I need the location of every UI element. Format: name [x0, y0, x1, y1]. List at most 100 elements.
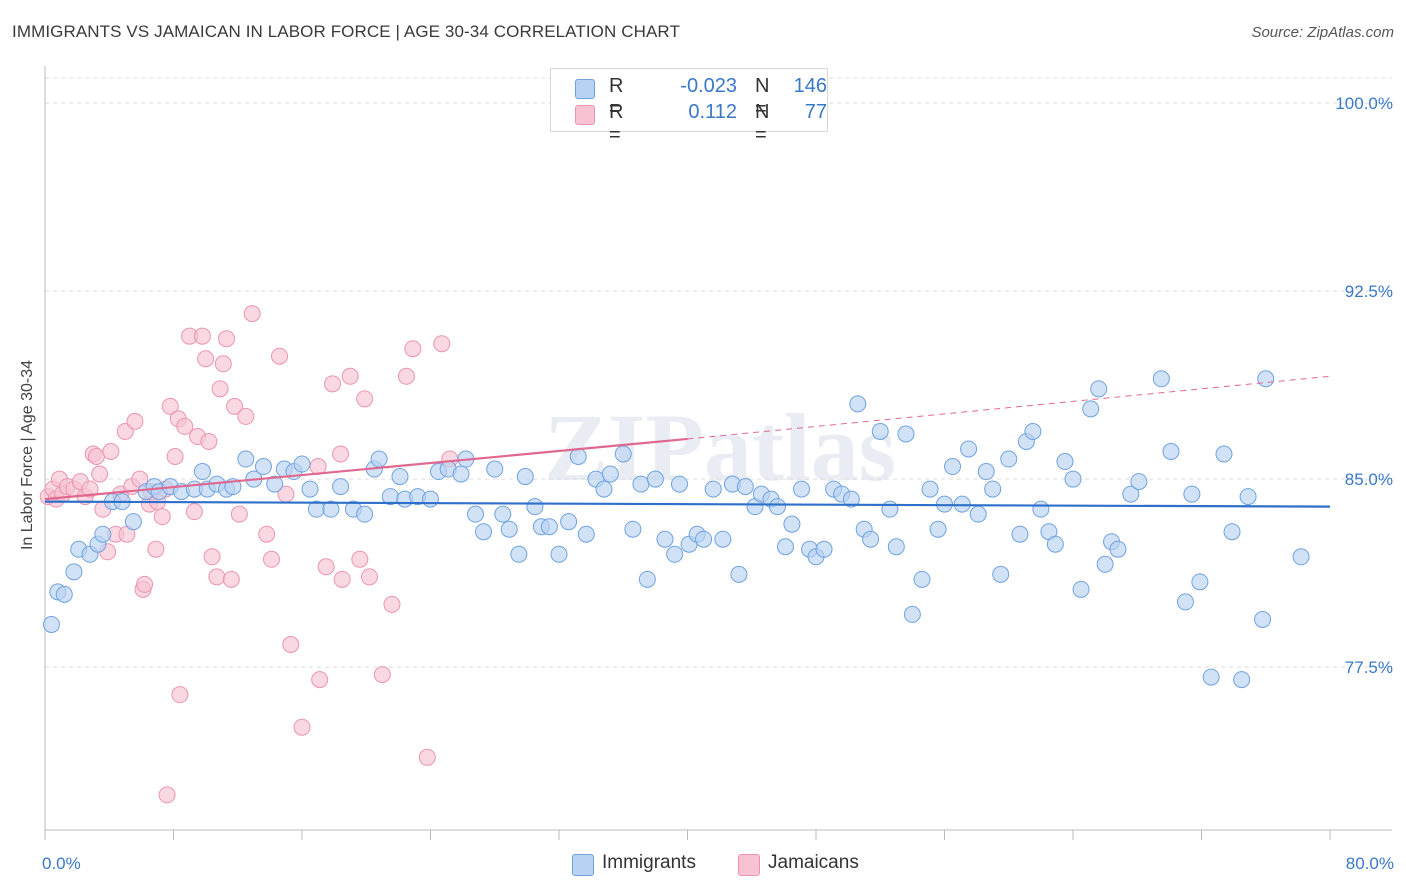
immigrants-point [992, 565, 1010, 583]
r-label: R = [609, 75, 624, 120]
jamaicans-trend-line [44, 437, 688, 501]
y-tick-label: 85.0% [1345, 470, 1393, 489]
jamaicans-points [39, 305, 459, 804]
immigrants-point [1191, 573, 1209, 591]
immigrants-point [862, 530, 880, 548]
immigrants-point [1215, 445, 1233, 463]
jamaicans-point [360, 568, 378, 586]
x-tick-label: 80.0% [1346, 854, 1394, 873]
immigrants-point [1292, 548, 1310, 566]
immigrants-point [475, 523, 493, 541]
immigrants-point [601, 465, 619, 483]
immigrants-points [42, 370, 1310, 689]
immigrants-swatch [572, 854, 594, 876]
jamaicans-point [200, 432, 218, 450]
immigrants-point [714, 530, 732, 548]
immigrants-point [960, 440, 978, 458]
series-legend: Immigrants Jamaicans [0, 852, 1406, 878]
immigrants-point [977, 463, 995, 481]
immigrants-point [577, 525, 595, 543]
immigrants-point [768, 498, 786, 516]
immigrants-point [466, 505, 484, 523]
immigrants-point [913, 570, 931, 588]
jamaicans-point [185, 503, 203, 521]
immigrants-point [1090, 380, 1108, 398]
jamaicans-point [211, 380, 229, 398]
immigrants-point [516, 468, 534, 486]
jamaicans-point [218, 330, 236, 348]
immigrants-point [494, 505, 512, 523]
immigrants-point [1130, 473, 1148, 491]
jamaicans-point [222, 570, 240, 588]
source-label: Source: ZipAtlas.com [1251, 24, 1394, 41]
jamaicans-point [147, 540, 165, 558]
immigrants-point [1064, 470, 1082, 488]
x-tick-label: 0.0% [42, 854, 81, 873]
jamaicans-point [171, 686, 189, 704]
immigrants-point [903, 605, 921, 623]
jamaicans-point [311, 671, 329, 689]
immigrants-point [356, 505, 374, 523]
immigrants-swatch [575, 79, 595, 99]
jamaicans-trend-extension [687, 375, 1331, 440]
immigrants-point [783, 515, 801, 533]
immigrants-point [526, 498, 544, 516]
immigrants-point [569, 448, 587, 466]
jamaicans-point [87, 448, 105, 466]
immigrants-point [1183, 485, 1201, 503]
tick-labels: 77.5% 85.0% 92.5% 100.0% 0.0% 80.0% [42, 94, 1394, 873]
immigrants-point [670, 475, 688, 493]
jamaicans-point [153, 508, 171, 526]
jamaicans-point [317, 558, 335, 576]
immigrants-point [1072, 580, 1090, 598]
immigrants-point [1239, 488, 1257, 506]
immigrants-point [486, 460, 504, 478]
immigrants-point [736, 478, 754, 496]
immigrants-point [614, 445, 632, 463]
jamaicans-point [193, 327, 211, 345]
immigrants-point [1223, 523, 1241, 541]
jamaicans-point [197, 350, 215, 368]
chart-title: IMMIGRANTS VS JAMAICAN IN LABOR FORCE | … [12, 22, 680, 41]
jamaicans-point [166, 448, 184, 466]
immigrants-point [929, 520, 947, 538]
jamaicans-point [91, 465, 109, 483]
y-axis-label: In Labor Force | Age 30-34 [19, 359, 36, 551]
r-label: R = [609, 101, 624, 146]
immigrants-point [193, 463, 211, 481]
immigrants-point [452, 465, 470, 483]
immigrants-point [887, 538, 905, 556]
immigrants-point [65, 563, 83, 581]
immigrants-point [422, 490, 439, 508]
immigrants-point [124, 513, 142, 531]
y-tick-label: 92.5% [1345, 282, 1393, 301]
trend-lines [44, 375, 1331, 508]
immigrants-point [656, 530, 674, 548]
jamaicans-swatch [738, 854, 760, 876]
immigrants-point [510, 545, 528, 563]
legend-label: Immigrants [602, 852, 696, 873]
y-tick-label: 77.5% [1345, 658, 1393, 677]
immigrants-point [632, 475, 650, 493]
jamaicans-point [243, 305, 261, 323]
n-value: 146 [793, 75, 827, 97]
immigrants-point [293, 455, 311, 473]
jamaicans-point [214, 355, 232, 373]
jamaicans-point [351, 550, 369, 568]
jamaicans-point [161, 397, 179, 415]
r-value: 0.112 [688, 101, 737, 123]
immigrants-point [1056, 453, 1074, 471]
n-label: N = [755, 101, 770, 146]
immigrants-point [1082, 400, 1100, 418]
immigrants-point [793, 480, 811, 498]
immigrants-point [704, 480, 722, 498]
immigrants-point [55, 585, 73, 603]
immigrants-point [638, 570, 656, 588]
immigrants-point [815, 540, 833, 558]
immigrants-point [1202, 668, 1220, 686]
immigrants-point [540, 518, 558, 536]
immigrants-point [897, 425, 915, 443]
y-tick-label: 100.0% [1335, 94, 1393, 113]
immigrants-point [1122, 485, 1140, 503]
r-value: -0.023 [680, 75, 737, 97]
